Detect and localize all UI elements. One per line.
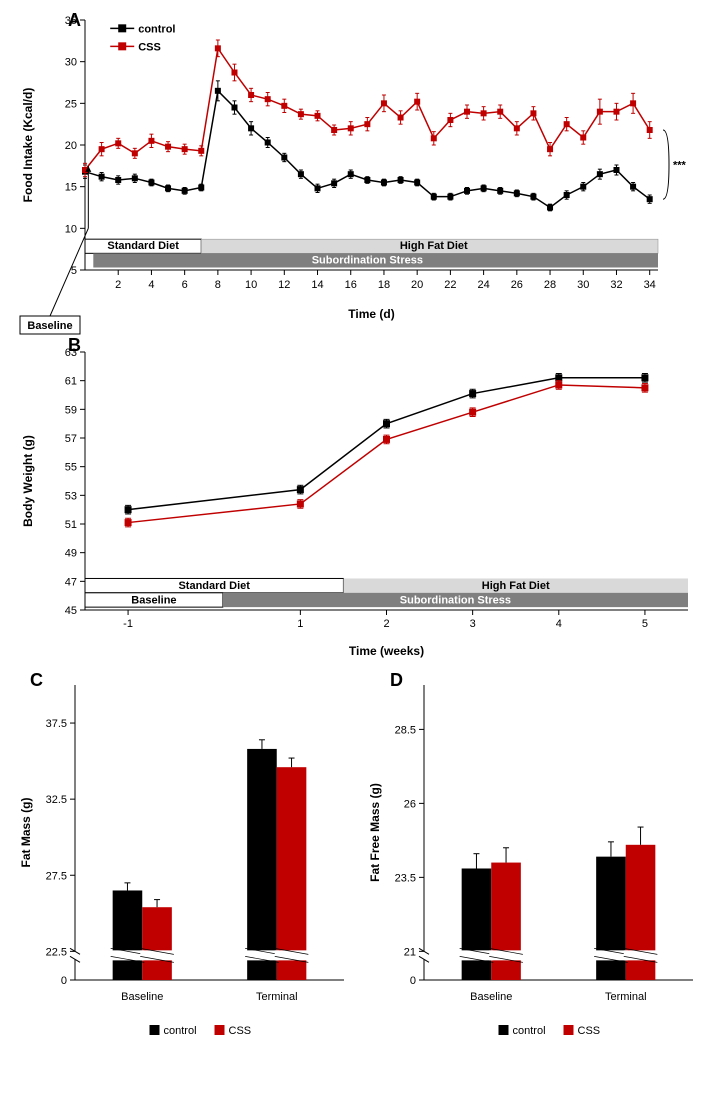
- chart-a-svg: Standard Diet High Fat Diet Subordination …: [10, 10, 708, 340]
- panel-d-label: D: [390, 670, 403, 691]
- svg-text:Baseline: Baseline: [121, 991, 163, 1003]
- svg-text:0: 0: [410, 975, 416, 987]
- svg-text:59: 59: [65, 404, 77, 416]
- svg-text:-1: -1: [123, 618, 133, 630]
- panel-a: A Standard Diet High Fat Diet Subordinatio…: [10, 10, 708, 340]
- svg-text:30: 30: [65, 57, 77, 69]
- svg-text:32: 32: [610, 279, 622, 291]
- svg-text:Body Weight (g): Body Weight (g): [21, 435, 35, 527]
- svg-text:28.5: 28.5: [395, 724, 416, 736]
- svg-text:***: ***: [673, 160, 687, 172]
- svg-text:CSS: CSS: [229, 1025, 252, 1037]
- svg-text:Terminal: Terminal: [256, 991, 298, 1003]
- svg-text:Subordination Stress: Subordination Stress: [400, 595, 511, 607]
- svg-text:49: 49: [65, 548, 77, 560]
- svg-text:Fat Free Mass (g): Fat Free Mass (g): [368, 783, 382, 882]
- svg-text:51: 51: [65, 519, 77, 531]
- panel-b: B Standard DietHigh Fat DietBaselineSubo…: [10, 340, 708, 670]
- panel-a-label: A: [68, 10, 81, 31]
- svg-text:47: 47: [65, 576, 77, 588]
- svg-text:10: 10: [65, 223, 77, 235]
- svg-text:24: 24: [477, 279, 489, 291]
- panel-c-label: C: [30, 670, 43, 691]
- svg-text:12: 12: [278, 279, 290, 291]
- svg-text:28: 28: [544, 279, 556, 291]
- figure: A Standard Diet High Fat Diet Subordinatio…: [10, 10, 708, 1070]
- svg-text:CSS: CSS: [578, 1025, 601, 1037]
- svg-text:25: 25: [65, 98, 77, 110]
- svg-text:Standard Diet: Standard Diet: [178, 580, 250, 592]
- svg-text:4: 4: [556, 618, 562, 630]
- svg-text:30: 30: [577, 279, 589, 291]
- svg-text:18: 18: [378, 279, 390, 291]
- svg-text:Time (d): Time (d): [348, 307, 394, 321]
- svg-text:15: 15: [65, 182, 77, 194]
- svg-text:37.5: 37.5: [46, 718, 67, 730]
- svg-text:Terminal: Terminal: [605, 991, 647, 1003]
- svg-text:22.5: 22.5: [46, 946, 67, 958]
- svg-text:Fat Mass (g): Fat Mass (g): [19, 797, 33, 867]
- svg-text:8: 8: [215, 279, 221, 291]
- svg-text:3: 3: [470, 618, 476, 630]
- svg-text:Baseline: Baseline: [470, 991, 512, 1003]
- svg-text:27.5: 27.5: [46, 870, 67, 882]
- svg-text:4: 4: [148, 279, 154, 291]
- svg-text:6: 6: [182, 279, 188, 291]
- panel-cd-row: C D 22.5 27.5 32.5 37.5 0 Fat Mass (g) Baselin…: [10, 670, 708, 1070]
- svg-text:22: 22: [444, 279, 456, 291]
- svg-text:14: 14: [311, 279, 323, 291]
- svg-text:Time (weeks): Time (weeks): [349, 644, 424, 658]
- svg-text:2: 2: [383, 618, 389, 630]
- chart-c-svg: 22.5 27.5 32.5 37.5 0 Fat Mass (g) Baseline Ter…: [10, 670, 359, 1070]
- svg-text:Subordination Stress: Subordination Stress: [312, 254, 423, 266]
- svg-text:Baseline: Baseline: [27, 320, 72, 332]
- svg-text:control: control: [138, 23, 175, 35]
- svg-text:23.5: 23.5: [395, 872, 416, 884]
- svg-text:26: 26: [511, 279, 523, 291]
- svg-text:57: 57: [65, 433, 77, 445]
- svg-text:45: 45: [65, 605, 77, 617]
- svg-text:2: 2: [115, 279, 121, 291]
- svg-text:control: control: [164, 1025, 197, 1037]
- svg-text:61: 61: [65, 376, 77, 388]
- panel-b-label: B: [68, 335, 81, 356]
- svg-text:CSS: CSS: [138, 41, 161, 53]
- svg-text:0: 0: [61, 975, 67, 987]
- svg-text:26: 26: [404, 798, 416, 810]
- svg-text:20: 20: [411, 279, 423, 291]
- svg-text:High Fat Diet: High Fat Diet: [400, 240, 468, 252]
- svg-text:10: 10: [245, 279, 257, 291]
- svg-text:control: control: [513, 1025, 546, 1037]
- svg-text:53: 53: [65, 490, 77, 502]
- svg-text:5: 5: [642, 618, 648, 630]
- svg-text:55: 55: [65, 462, 77, 474]
- svg-text:1: 1: [297, 618, 303, 630]
- svg-text:32.5: 32.5: [46, 794, 67, 806]
- chart-b-svg: Standard Diet High Fat Diet Baseline Subord…: [10, 340, 708, 670]
- svg-text:16: 16: [345, 279, 357, 291]
- svg-text:Baseline: Baseline: [131, 595, 176, 607]
- svg-text:34: 34: [644, 279, 656, 291]
- svg-text:High Fat Diet: High Fat Diet: [482, 580, 550, 592]
- svg-text:20: 20: [65, 140, 77, 152]
- svg-text:Standard Diet: Standard Diet: [107, 240, 179, 252]
- svg-text:Food Intake (Kcal/d): Food Intake (Kcal/d): [21, 88, 35, 203]
- svg-text:21: 21: [404, 946, 416, 958]
- chart-d-svg: 21 23.5 26 28.5 0 Fat Free Mass (g) Baseline Te…: [359, 670, 708, 1070]
